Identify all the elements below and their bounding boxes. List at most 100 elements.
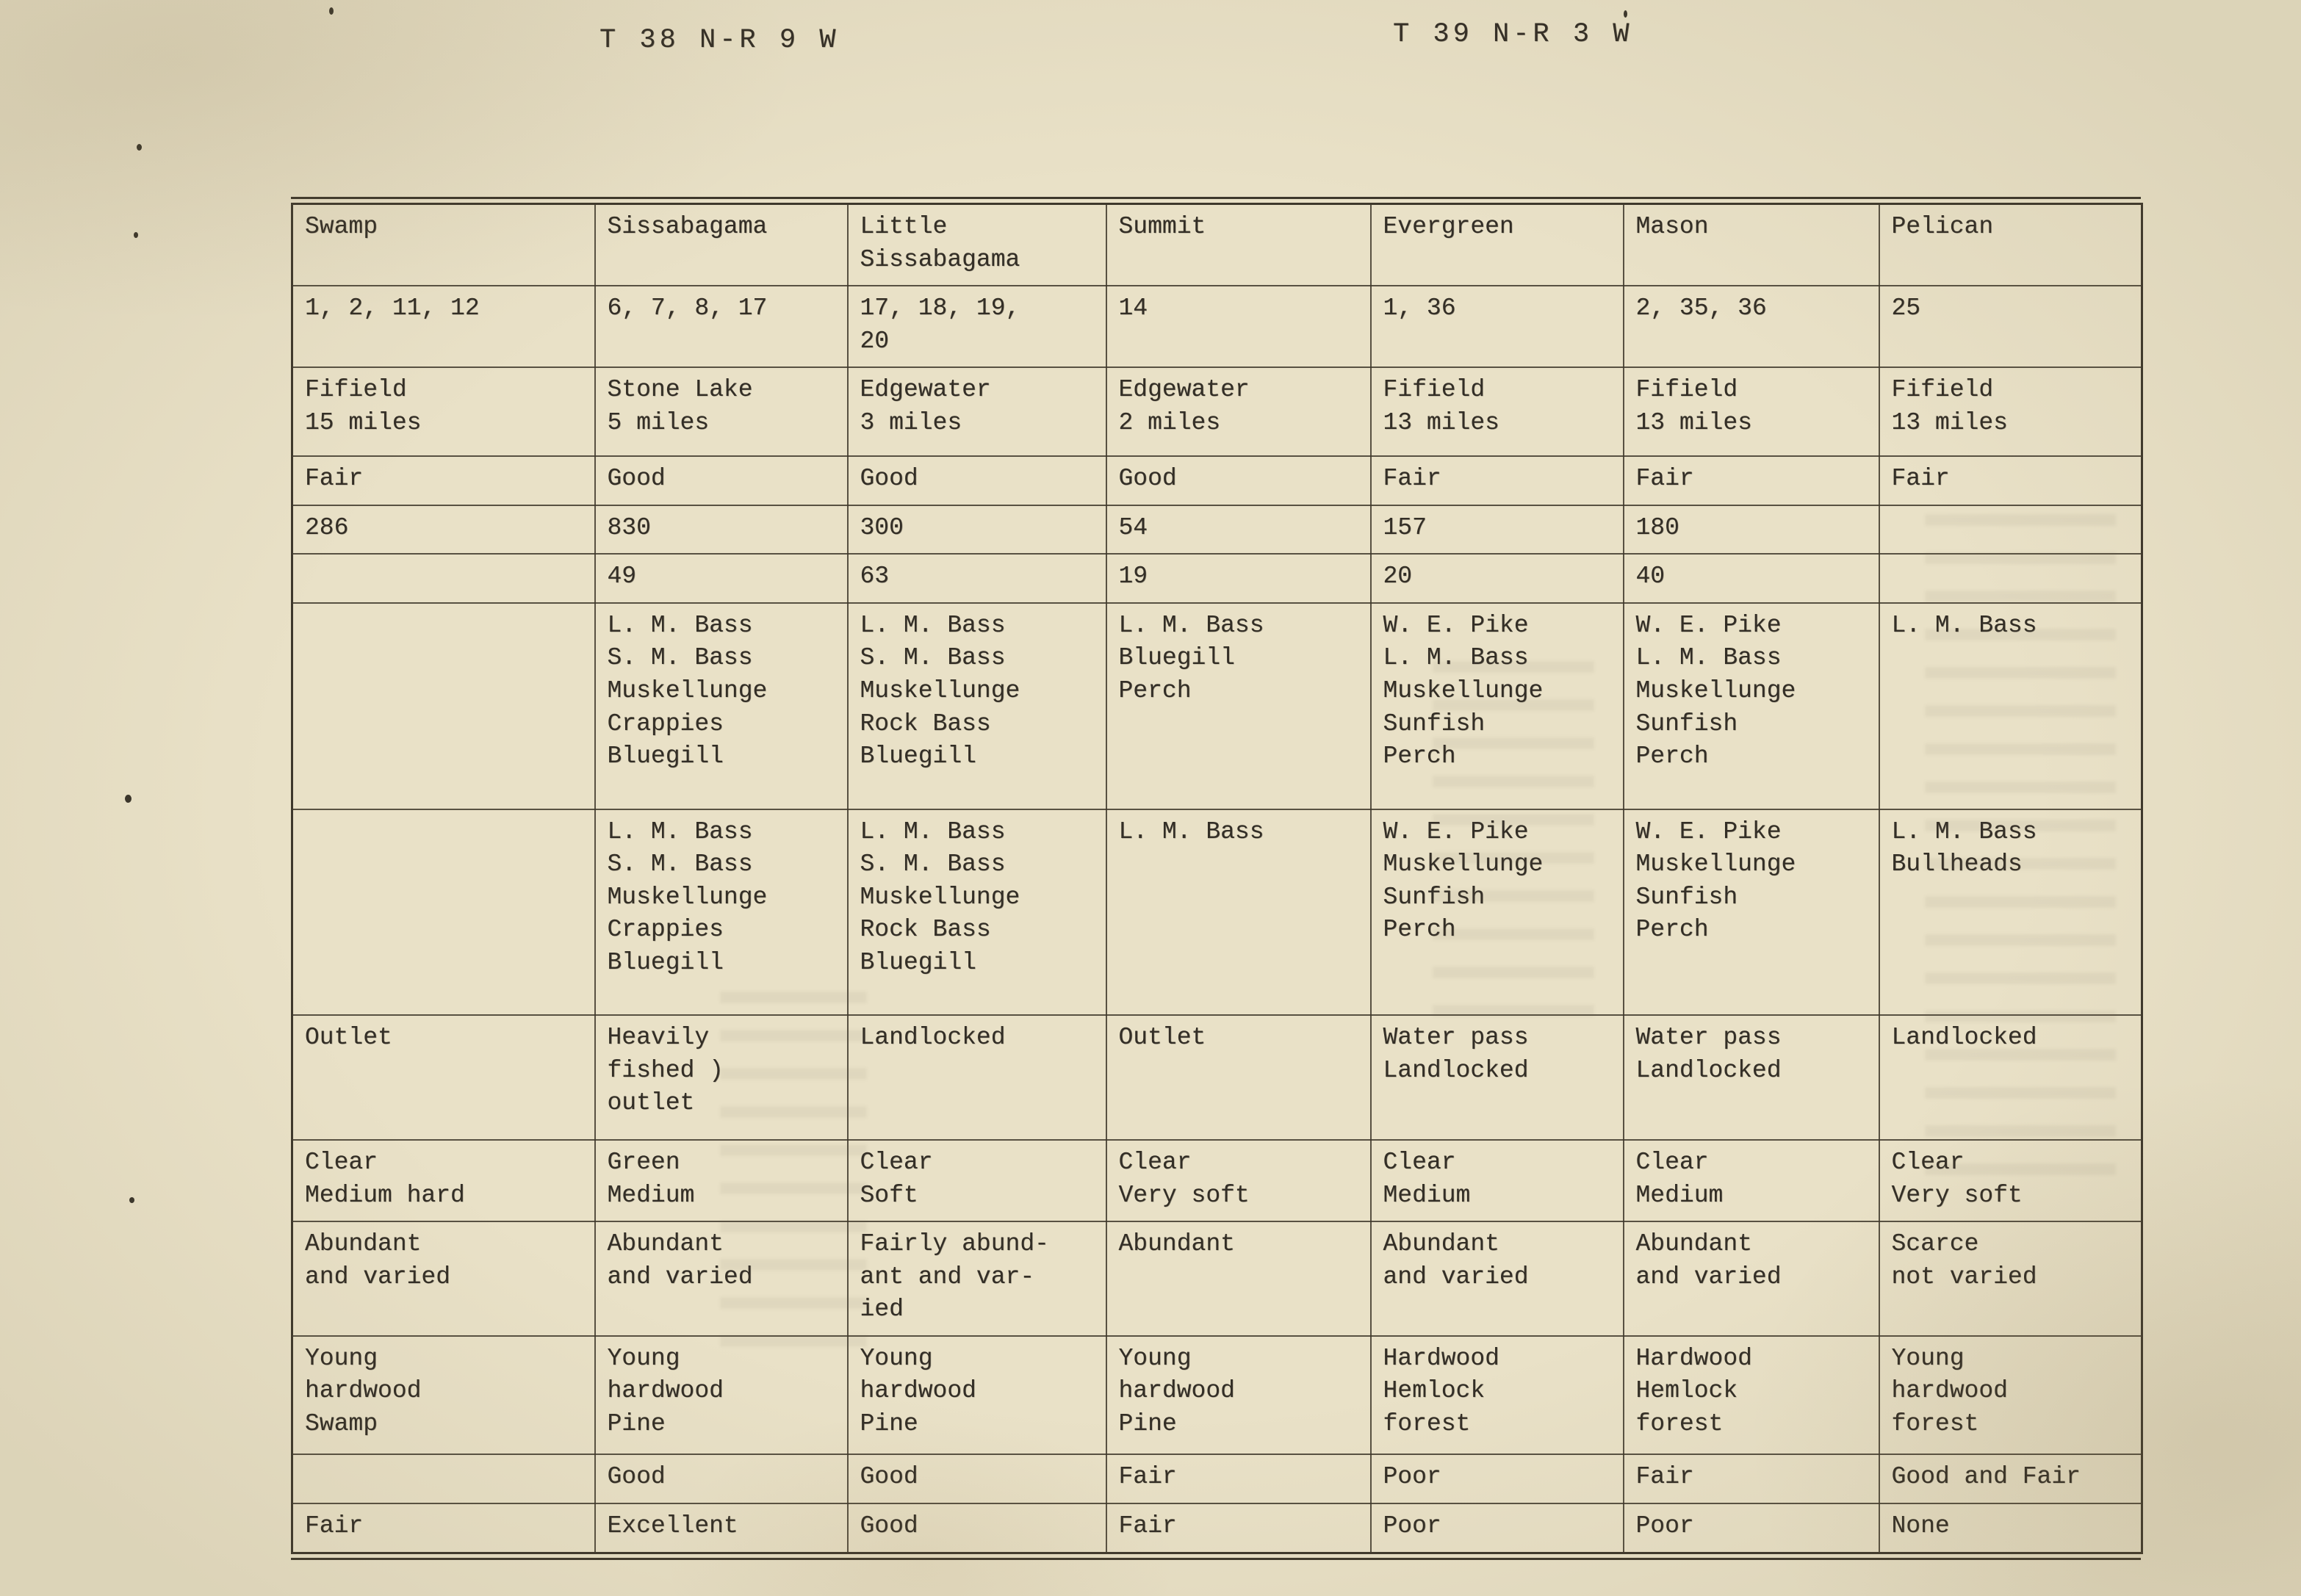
row-outlet: Outlet Heavily fished ) outlet Landlocke… — [291, 1014, 2143, 1141]
cell: Poor — [1369, 1454, 1624, 1504]
cell: Fair — [1622, 1454, 1880, 1504]
cell — [291, 602, 596, 810]
cell: Good — [594, 455, 849, 506]
cell: 1, 36 — [1369, 285, 1624, 369]
cell: L. M. Bass Bluegill Perch — [1105, 602, 1372, 810]
cell: 40 — [1622, 553, 1880, 604]
cell — [291, 553, 596, 604]
cell: 14 — [1105, 285, 1372, 369]
cell: Outlet — [1105, 1014, 1372, 1141]
cell: Clear Medium — [1369, 1139, 1624, 1223]
cell: Heavily fished ) outlet — [594, 1014, 849, 1141]
cell: Water pass Landlocked — [1369, 1014, 1624, 1141]
column-header-pelican: Pelican — [1878, 203, 2143, 287]
scan-speck — [137, 144, 142, 151]
cell: L. M. Bass S. M. Bass Muskellunge Crappi… — [594, 808, 849, 1017]
cell: Abundant and varied — [1369, 1221, 1624, 1337]
cell: Stone Lake 5 miles — [594, 366, 849, 458]
cell: 17, 18, 19, 20 — [846, 285, 1107, 369]
row-rating-2: Fair Excellent Good Fair Poor Poor None — [291, 1502, 2143, 1554]
cell: 2, 35, 36 — [1622, 285, 1880, 369]
cell: Scarce not varied — [1878, 1221, 2143, 1337]
column-header-summit: Summit — [1105, 203, 1372, 287]
cell: 1, 2, 11, 12 — [291, 285, 596, 369]
scan-speck — [129, 1197, 134, 1203]
cell: 19 — [1105, 553, 1372, 604]
cell: Landlocked — [1878, 1014, 2143, 1141]
cell: 300 — [846, 504, 1107, 555]
cell: Fifield 13 miles — [1622, 366, 1880, 458]
row-shore-cover: Young hardwood Swamp Young hardwood Pine… — [291, 1335, 2143, 1456]
scan-speck — [125, 795, 132, 803]
cell — [1878, 504, 2143, 555]
cell: Fair — [291, 1502, 596, 1554]
cell: L. M. Bass S. M. Bass Muskellunge Rock B… — [846, 602, 1107, 810]
cell: Clear Soft — [846, 1139, 1107, 1223]
cell: Clear Very soft — [1878, 1139, 2143, 1223]
township-heading-left: T 38 N-R 9 W — [599, 25, 840, 56]
column-header-mason: Mason — [1622, 203, 1880, 287]
cell: Poor — [1622, 1502, 1880, 1554]
cell: 20 — [1369, 553, 1624, 604]
cell: Good — [1105, 455, 1372, 506]
cell: Fifield 13 miles — [1369, 366, 1624, 458]
cell: Abundant and varied — [594, 1221, 849, 1337]
row-fish-caught: L. M. Bass S. M. Bass Muskellunge Crappi… — [291, 808, 2143, 1017]
cell: Fair — [1105, 1454, 1372, 1504]
cell: 54 — [1105, 504, 1372, 555]
cell: Clear Very soft — [1105, 1139, 1372, 1223]
row-fish-present: L. M. Bass S. M. Bass Muskellunge Crappi… — [291, 602, 2143, 810]
cell: None — [1878, 1502, 2143, 1554]
cell: Hardwood Hemlock forest — [1369, 1335, 1624, 1456]
cell: W. E. Pike L. M. Bass Muskellunge Sunfis… — [1622, 602, 1880, 810]
cell: Abundant and varied — [1622, 1221, 1880, 1337]
scan-speck — [1624, 10, 1627, 18]
row-area: 286 830 300 54 157 180 — [291, 504, 2143, 555]
column-header-evergreen: Evergreen — [1369, 203, 1624, 287]
cell: Young hardwood Pine — [1105, 1335, 1372, 1456]
cell: L. M. Bass S. M. Bass Muskellunge Rock B… — [846, 808, 1107, 1017]
cell: Hardwood Hemlock forest — [1622, 1335, 1880, 1456]
row-nearest-town: Fifield 15 miles Stone Lake 5 miles Edge… — [291, 366, 2143, 458]
cell: Excellent — [594, 1502, 849, 1554]
cell: W. E. Pike Muskellunge Sunfish Perch — [1369, 808, 1624, 1017]
column-header-sissabagama: Sissabagama — [594, 203, 849, 287]
cell: 180 — [1622, 504, 1880, 555]
cell: Good — [846, 455, 1107, 506]
cell: Fifield 13 miles — [1878, 366, 2143, 458]
cell: Edgewater 2 miles — [1105, 366, 1372, 458]
cell: 63 — [846, 553, 1107, 604]
cell: Poor — [1369, 1502, 1624, 1554]
cell: Good and Fair — [1878, 1454, 2143, 1504]
row-water-quality: Clear Medium hard Green Medium Clear Sof… — [291, 1139, 2143, 1223]
cell: L. M. Bass Bullheads — [1878, 808, 2143, 1017]
cell: W. E. Pike Muskellunge Sunfish Perch — [1622, 808, 1880, 1017]
lake-survey-table-wrap: Swamp Sissabagama Little Sissabagama Sum… — [291, 197, 2143, 1560]
cell: L. M. Bass — [1105, 808, 1372, 1017]
cell — [291, 808, 596, 1017]
cell: Fairly abund- ant and var- ied — [846, 1221, 1107, 1337]
cell: Fair — [291, 455, 596, 506]
cell: L. M. Bass S. M. Bass Muskellunge Crappi… — [594, 602, 849, 810]
cell: 157 — [1369, 504, 1624, 555]
cell: Abundant — [1105, 1221, 1372, 1337]
cell: Edgewater 3 miles — [846, 366, 1107, 458]
lake-survey-table: Swamp Sissabagama Little Sissabagama Sum… — [291, 203, 2143, 1554]
cell: Good — [846, 1502, 1107, 1554]
cell: Good — [846, 1454, 1107, 1504]
cell: Clear Medium hard — [291, 1139, 596, 1223]
township-heading-right: T 39 N-R 3 W — [1393, 19, 1633, 50]
cell: W. E. Pike L. M. Bass Muskellunge Sunfis… — [1369, 602, 1624, 810]
row-rating-1: Good Good Fair Poor Fair Good and Fair — [291, 1454, 2143, 1504]
cell: Landlocked — [846, 1014, 1107, 1141]
cell: Young hardwood Pine — [594, 1335, 849, 1456]
scan-speck — [134, 232, 138, 238]
cell: 25 — [1878, 285, 2143, 369]
cell: 286 — [291, 504, 596, 555]
cell — [291, 1454, 596, 1504]
row-sections: 1, 2, 11, 12 6, 7, 8, 17 17, 18, 19, 20 … — [291, 285, 2143, 369]
cell: Abundant and varied — [291, 1221, 596, 1337]
cell: 6, 7, 8, 17 — [594, 285, 849, 369]
cell: Fair — [1878, 455, 2143, 506]
scan-speck — [329, 7, 334, 15]
